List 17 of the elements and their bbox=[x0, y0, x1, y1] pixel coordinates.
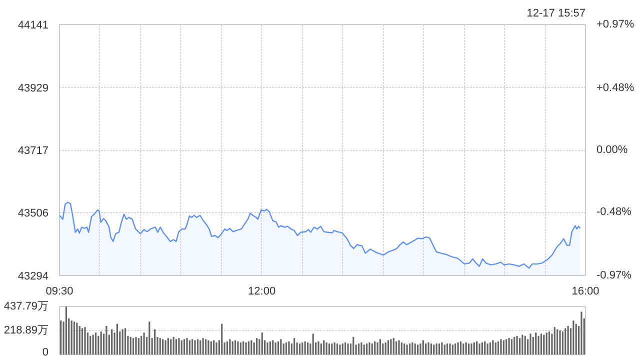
y2-tick-label: 0.00% bbox=[596, 144, 628, 156]
y-tick-label: 0 bbox=[42, 346, 49, 358]
y2-tick-label: -0.97% bbox=[596, 270, 632, 282]
x-tick-label: 16:00 bbox=[572, 286, 600, 298]
y2-tick-label: +0.48% bbox=[596, 82, 634, 94]
x-tick-label: 12:00 bbox=[248, 286, 276, 298]
y-tick-label: 218.89万 bbox=[4, 324, 49, 336]
y-tick-label: 43929 bbox=[18, 82, 49, 94]
y2-tick-label: +0.97% bbox=[596, 18, 634, 30]
y-tick-label: 44141 bbox=[18, 20, 49, 32]
y-tick-label: 437.79万 bbox=[4, 300, 49, 312]
y-tick-label: 43506 bbox=[18, 208, 49, 220]
x-tick-label: 09:30 bbox=[46, 286, 74, 298]
y-tick-label: 43717 bbox=[18, 145, 49, 158]
y-tick-label: 43294 bbox=[18, 270, 49, 282]
y2-tick-label: -0.48% bbox=[596, 206, 632, 218]
text: 12-17 15:57 bbox=[526, 8, 586, 20]
